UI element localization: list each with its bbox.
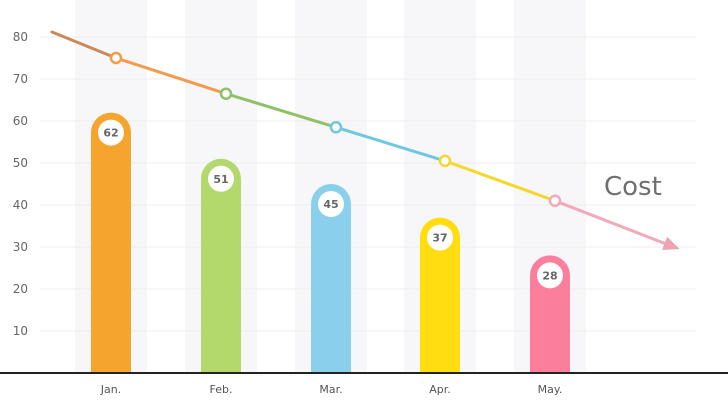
value-badge xyxy=(537,262,563,289)
trend-segment xyxy=(334,125,447,163)
y-tick-label: 70 xyxy=(13,72,28,86)
value-label: 28 xyxy=(542,269,557,282)
x-tick-label: Mar. xyxy=(319,383,342,396)
bar-4 xyxy=(420,217,460,373)
gridlines xyxy=(40,36,696,332)
bar-3 xyxy=(311,184,351,373)
cost-annotation: Cost xyxy=(604,172,662,202)
y-tick-label: 30 xyxy=(13,240,28,254)
bar-1 xyxy=(91,112,131,374)
value-label: 62 xyxy=(103,127,118,140)
trend-point-2 xyxy=(219,87,233,100)
x-tick-label: Apr. xyxy=(429,383,451,396)
value-label: 51 xyxy=(213,173,228,186)
trend-point-1 xyxy=(109,51,123,65)
bar-2 xyxy=(201,158,241,373)
cost-trend-line xyxy=(50,30,680,250)
value-badge xyxy=(427,224,453,251)
value-label: 37 xyxy=(432,232,447,245)
value-badge xyxy=(98,119,124,146)
trend-segment xyxy=(50,30,118,60)
y-tick-label: 80 xyxy=(13,30,28,44)
x-tick-label: May. xyxy=(538,383,563,396)
trend-point-3 xyxy=(329,121,343,134)
trend-segment xyxy=(553,199,676,249)
trend-point-5 xyxy=(548,194,562,208)
x-axis-ticks: Jan. Feb. Mar. Apr. May. xyxy=(100,383,563,396)
x-tick-label: Feb. xyxy=(210,383,233,396)
y-tick-label: 50 xyxy=(13,156,28,170)
y-tick-label: 40 xyxy=(13,198,28,212)
y-axis-ticks: 10 20 30 40 50 60 70 80 xyxy=(13,30,28,338)
trend-segment xyxy=(443,159,557,203)
bar-5 xyxy=(530,255,570,373)
y-tick-label: 60 xyxy=(13,114,28,128)
trend-arrow-head xyxy=(662,236,680,250)
x-tick-label: Jan. xyxy=(100,383,121,396)
value-badge xyxy=(318,191,344,217)
y-tick-label: 20 xyxy=(13,282,28,296)
value-badge xyxy=(208,165,234,192)
value-label: 45 xyxy=(323,198,338,211)
trend-segment xyxy=(224,92,338,129)
y-tick-label: 10 xyxy=(13,324,28,338)
bars: 62 51 45 37 28 xyxy=(91,112,570,374)
trend-segment xyxy=(114,56,228,96)
trend-point-4 xyxy=(438,154,452,168)
